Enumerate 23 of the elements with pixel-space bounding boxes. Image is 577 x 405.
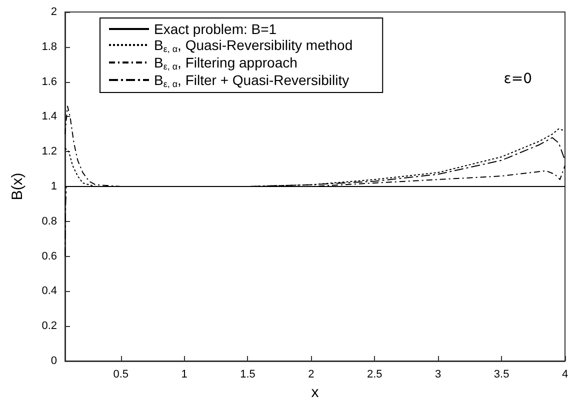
y-tick-label: 1 — [50, 180, 57, 192]
y-tick-label: 1.2 — [42, 146, 57, 158]
y-tick-label: 1.8 — [42, 40, 57, 53]
x-tick-label: 4 — [562, 368, 568, 380]
y-axis-title: B(x) — [9, 172, 26, 200]
y-tick-label: 0.2 — [42, 320, 57, 332]
legend-label: Exact problem: B=1 — [154, 21, 277, 37]
x-tick-label: 1.5 — [240, 368, 256, 380]
y-tick-label: 1.6 — [42, 76, 57, 88]
x-tick-label: 3.5 — [494, 368, 510, 380]
annotation: ε=0 — [504, 71, 532, 87]
x-tick-label: 1 — [181, 368, 188, 380]
x-axis-title: x — [311, 384, 320, 401]
x-tick-label: 0.5 — [113, 368, 128, 380]
y-tick-label: 1.4 — [42, 110, 57, 123]
y-tick-label: 0.8 — [42, 215, 57, 228]
x-tick-label: 3 — [435, 368, 442, 380]
x-tick-label: 2 — [308, 368, 314, 380]
y-tick-label: 0.4 — [42, 285, 57, 298]
x-tick-label: 2.5 — [366, 368, 382, 380]
y-tick-label: 0 — [50, 355, 57, 367]
y-tick-label: 0.6 — [42, 250, 57, 262]
y-tick-label: 2 — [50, 6, 57, 18]
